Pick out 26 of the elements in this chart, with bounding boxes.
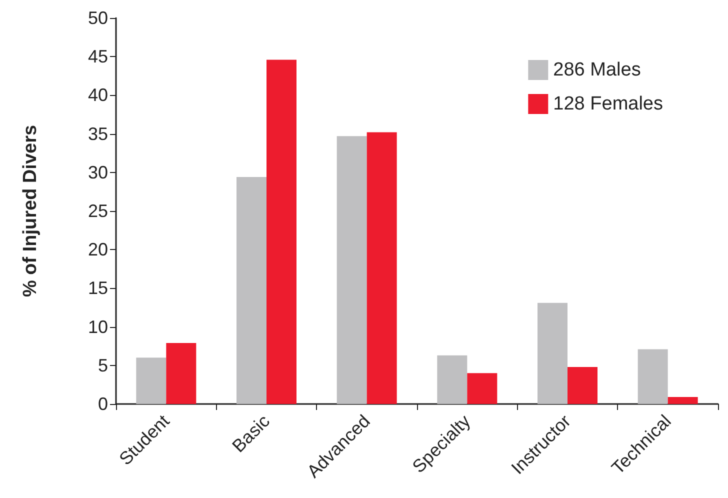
- y-axis-title: % of Injured Divers: [20, 124, 41, 298]
- bar: [136, 358, 166, 404]
- legend-label: 128 Females: [553, 94, 664, 114]
- bar: [266, 60, 296, 404]
- bar: [568, 366, 598, 404]
- y-tick-label: 40: [88, 85, 108, 106]
- y-tick-label: 10: [88, 316, 108, 337]
- y-tick-label: 50: [88, 8, 108, 28]
- bar: [668, 397, 698, 404]
- bar: [638, 349, 668, 404]
- y-tick-label: 45: [88, 46, 108, 67]
- bar: [538, 302, 568, 404]
- bar: [336, 136, 367, 404]
- y-tick-label: 0: [98, 394, 108, 414]
- y-tick-label: 20: [88, 240, 108, 260]
- bar: [467, 373, 498, 404]
- y-tick-label: 5: [98, 355, 108, 376]
- bar: [437, 355, 468, 404]
- bar: [166, 343, 196, 404]
- legend-label: 286 Males: [553, 60, 641, 80]
- y-tick-label: 35: [88, 124, 108, 144]
- bar: [236, 177, 266, 404]
- y-tick-label: 30: [88, 162, 108, 182]
- bar: [366, 132, 397, 404]
- y-tick-label: 25: [88, 201, 108, 221]
- y-tick-label: 15: [88, 278, 108, 298]
